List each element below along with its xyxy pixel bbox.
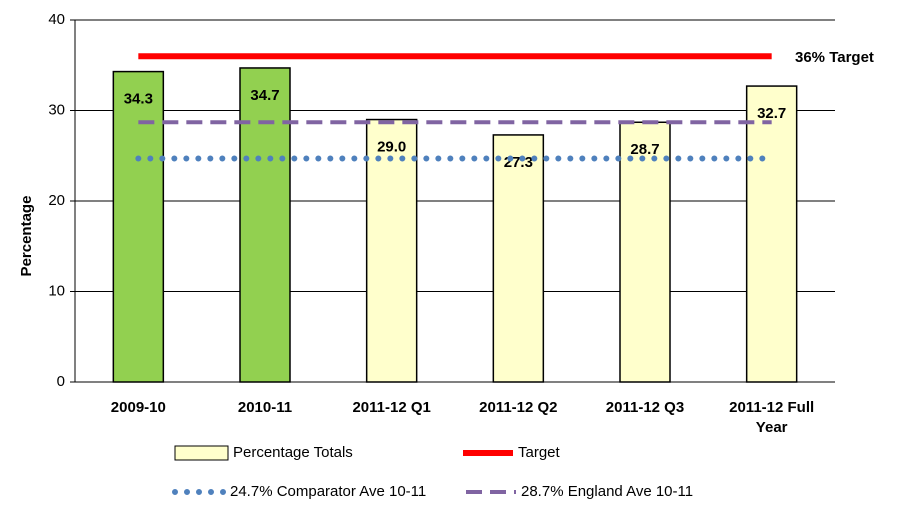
data-label: 34.7 (250, 87, 279, 104)
y-tick-label: 30 (48, 101, 65, 118)
x-tick-label: 2011-12 Q1 (352, 399, 431, 416)
data-label: 34.3 (124, 91, 153, 108)
legend-label: Percentage Totals (233, 444, 353, 461)
annotation: 36% Target (795, 49, 874, 66)
x-tick-label: 2011-12 Q3 (605, 399, 685, 416)
x-tick-label: 2011-12 Full Year (729, 399, 815, 436)
x-tick-label: 2009-10 (110, 399, 166, 416)
y-tick-label: 0 (57, 373, 65, 390)
legend-swatch (174, 445, 229, 461)
bar (365, 118, 418, 383)
bar (112, 70, 165, 383)
y-tick-label: 10 (48, 282, 65, 299)
y-tick-label: 40 (48, 11, 65, 28)
legend-label: 24.7% Comparator Ave 10-11 (230, 483, 426, 500)
x-tick-label: 2010-11 (237, 399, 293, 416)
x-tick-label: 2011-12 Q2 (479, 399, 558, 416)
legend-label: Target (518, 444, 561, 461)
y-tick-label: 20 (48, 192, 65, 209)
legend-label: 28.7% England Ave 10-11 (521, 483, 693, 500)
bar (239, 67, 291, 383)
bar (492, 134, 545, 383)
data-label: 29.0 (377, 139, 406, 156)
bar (745, 85, 798, 383)
y-axis-label: Percentage (18, 196, 35, 277)
data-label: 28.7 (630, 141, 659, 158)
data-label: 32.7 (757, 105, 786, 122)
bar (619, 121, 671, 383)
